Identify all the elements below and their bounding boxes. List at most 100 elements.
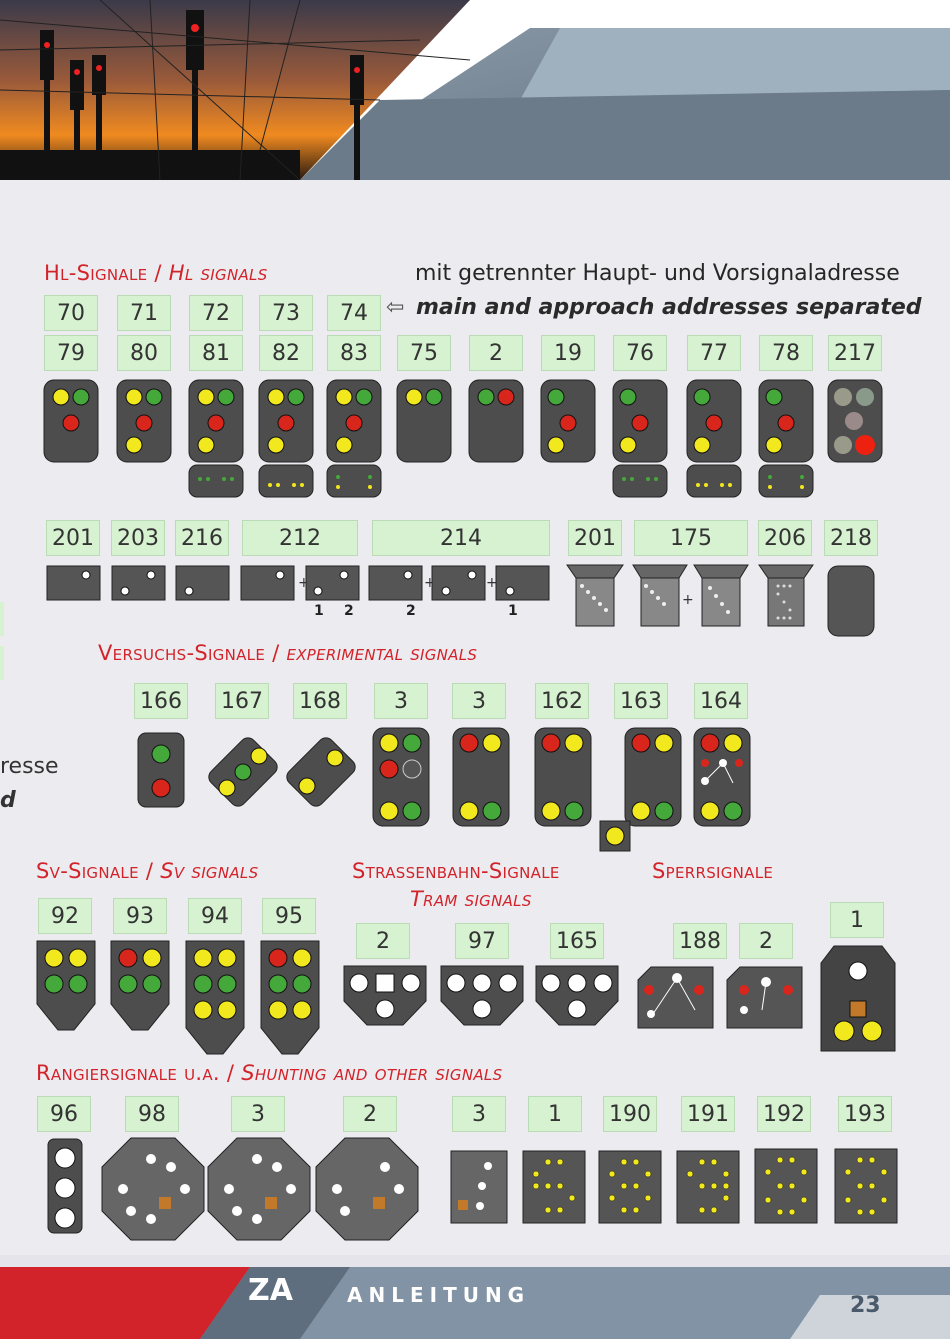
tram-signal-icon (440, 965, 524, 1026)
svg-text:2: 2 (406, 603, 416, 619)
address-box: 203 (111, 520, 165, 556)
hl-signal-icon (540, 379, 596, 463)
indicator-signal-icon (566, 564, 624, 627)
shunting-signal-icon (207, 1137, 311, 1241)
hl-signal-icon (326, 379, 382, 498)
address-box: 168 (293, 683, 347, 719)
dot-matrix-signal-icon (834, 1148, 898, 1224)
address-box: 70 (44, 295, 98, 331)
section-tram-heading-en: Tram signals (410, 887, 532, 911)
address-box: 167 (215, 683, 269, 719)
left-arrow-icon: ⇦ (386, 295, 405, 320)
address-box: 94 (188, 898, 242, 934)
sv-signal-icon (185, 940, 245, 1055)
address-box: 82 (259, 335, 313, 371)
separate-addresses-note-de: mit getrennter Haupt- und Vorsignaladres… (415, 261, 900, 286)
address-box: 75 (397, 335, 451, 371)
address-box: 98 (125, 1096, 179, 1132)
address-box: 190 (603, 1096, 657, 1132)
blocking-signal-icon (820, 945, 896, 1052)
section-sperr-heading: Sperrsignale (652, 859, 774, 883)
footer-bar (0, 1255, 950, 1339)
small-signal-combo-icon: + +2 1 (368, 565, 550, 619)
section-hl-heading: Hl-Signale / Hl signals (44, 261, 268, 285)
address-box: 80 (117, 335, 171, 371)
address-box: 216 (175, 520, 229, 556)
section-sv-heading: Sv-Signale / Sv signals (36, 859, 259, 883)
address-box: 162 (535, 683, 589, 719)
experimental-signal-icon (693, 727, 751, 827)
header-banner (0, 0, 950, 180)
svg-text:1: 1 (314, 603, 324, 619)
edge-fragment-line1: resse (0, 754, 59, 779)
hl-signal-icon (758, 379, 814, 498)
address-box: 97 (455, 923, 509, 959)
address-box: 163 (614, 683, 668, 719)
address-box: 1 (830, 902, 884, 938)
address-box: 193 (838, 1096, 892, 1132)
hl-signal-icon (188, 379, 244, 498)
sv-signal-icon (110, 940, 170, 1031)
address-box: 192 (757, 1096, 811, 1132)
edge-box (0, 602, 4, 636)
small-signal-icon (46, 565, 101, 601)
address-box: 166 (134, 683, 188, 719)
footer-title: ANLEITUNG (347, 1283, 531, 1307)
shunting-signal-icon (315, 1137, 419, 1241)
svg-text:+: + (424, 575, 436, 591)
hl-signal-icon (468, 379, 524, 463)
edge-fragment-line2: d (0, 788, 16, 813)
hl-signal-icon (43, 379, 99, 463)
hl-signal-icon (827, 379, 883, 463)
svg-text:+: + (682, 592, 694, 608)
address-box: 76 (613, 335, 667, 371)
svg-text:2: 2 (344, 603, 354, 619)
address-box: 95 (262, 898, 316, 934)
small-signal-icon (175, 565, 230, 601)
experimental-signal-icon (208, 737, 278, 807)
address-box: 2 (739, 923, 793, 959)
address-box: 164 (694, 683, 748, 719)
address-box: 96 (37, 1096, 91, 1132)
address-box: 201 (46, 520, 100, 556)
address-box: 212 (242, 520, 358, 556)
blocking-signal-icon (726, 966, 803, 1029)
address-box: 77 (687, 335, 741, 371)
experimental-signal-icon (534, 727, 592, 827)
small-signal-combo-icon: +1 2 (240, 565, 360, 619)
section-versuch-heading: Versuchs-Signale / experimental signals (98, 641, 478, 665)
experimental-signal-icon (599, 727, 682, 852)
hl-signal-icon (686, 379, 742, 498)
dot-matrix-signal-icon (676, 1150, 740, 1224)
address-box: 165 (550, 923, 604, 959)
dark-signal-icon (827, 565, 875, 637)
blocking-signal-icon (637, 966, 714, 1029)
svg-text:+: + (298, 575, 310, 591)
sv-signal-icon (36, 940, 96, 1031)
edge-box (0, 646, 4, 680)
address-box: 3 (452, 683, 506, 719)
dot-matrix-signal-icon (754, 1148, 818, 1224)
svg-text:1: 1 (508, 603, 518, 619)
address-box: 79 (44, 335, 98, 371)
address-box: 217 (828, 335, 882, 371)
address-box: 19 (541, 335, 595, 371)
address-box: 175 (634, 520, 748, 556)
address-box: 214 (372, 520, 550, 556)
address-box: 188 (673, 923, 727, 959)
address-box: 2 (356, 923, 410, 959)
address-box: 3 (452, 1096, 506, 1132)
experimental-signal-icon (286, 737, 356, 807)
address-box: 72 (189, 295, 243, 331)
indicator-signal-combo-icon: + (632, 564, 749, 627)
experimental-signal-icon (137, 732, 185, 808)
shunting-signal-icon (450, 1150, 508, 1224)
tram-signal-icon (535, 965, 619, 1026)
address-box: 191 (681, 1096, 735, 1132)
hl-signal-icon (258, 379, 314, 498)
address-box: 2 (469, 335, 523, 371)
sv-signal-icon (260, 940, 320, 1055)
address-box: 93 (113, 898, 167, 934)
address-box: 201 (568, 520, 622, 556)
separate-addresses-note-en: main and approach addresses separated (416, 295, 922, 320)
